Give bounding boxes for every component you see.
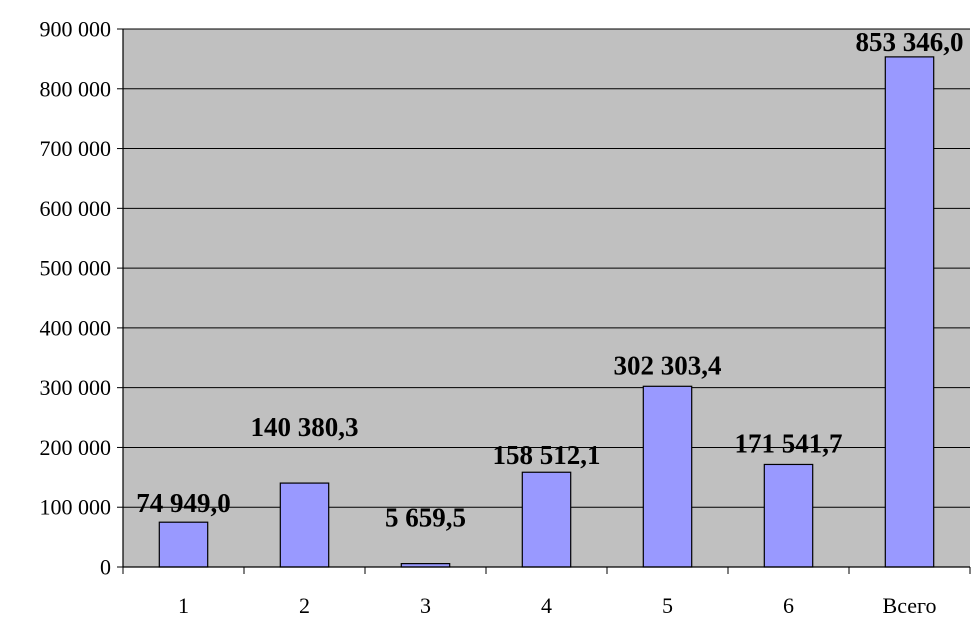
y-tick-label: 0: [100, 555, 111, 580]
axes-layer: 0 100 000 200 000 300 000 400 000 500 000 600 …: [40, 17, 971, 618]
bar-data-label: 158 512,1: [493, 440, 601, 470]
bar-data-label: 302 303,4: [614, 350, 722, 380]
bar: [763, 463, 814, 568]
y-tick-label: 300 000: [40, 375, 112, 400]
bar: [884, 56, 935, 568]
bar-data-label: 5 659,5: [385, 503, 466, 533]
bar-data-label: 853 346,0: [856, 27, 964, 57]
x-category-label: 5: [662, 593, 673, 618]
bar: [279, 482, 330, 568]
bar: [521, 471, 572, 568]
y-tick-label: 900 000: [40, 17, 112, 42]
y-tick-label: 700 000: [40, 136, 112, 161]
y-tick-label: 800 000: [40, 76, 112, 101]
bar-data-label: 74 949,0: [136, 488, 231, 518]
bars-layer: [158, 56, 935, 568]
x-category-label: 6: [783, 593, 794, 618]
y-tick-label: 400 000: [40, 315, 112, 340]
x-category-label: 1: [178, 593, 189, 618]
x-category-label: 4: [541, 593, 552, 618]
x-category-label: 3: [420, 593, 431, 618]
x-category-label: Всего: [883, 593, 937, 618]
bar: [642, 385, 693, 568]
x-category-label: 2: [299, 593, 310, 618]
bar-data-label: 171 541,7: [735, 428, 843, 458]
data-labels-layer: 74 949,0 140 380,3 5 659,5 158 512,1 302 303…: [136, 27, 963, 533]
y-tick-label: 100 000: [40, 495, 112, 520]
y-tick-label: 600 000: [40, 196, 112, 221]
y-tick-label: 200 000: [40, 435, 112, 460]
bar: [158, 521, 209, 568]
y-tick-label: 500 000: [40, 256, 112, 281]
gridlines-layer: [123, 28, 970, 508]
bar-data-label: 140 380,3: [251, 412, 359, 442]
